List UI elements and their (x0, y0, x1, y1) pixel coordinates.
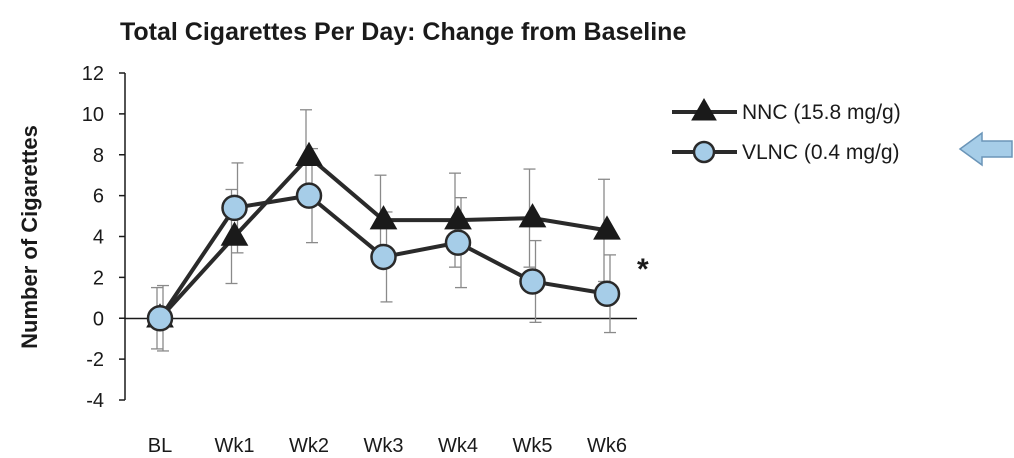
chart-title: Total Cigarettes Per Day: Change from Ba… (120, 18, 686, 46)
vlnc-point (444, 229, 472, 256)
legend-circle-icon (692, 140, 716, 164)
nnc-point (295, 141, 323, 167)
series-markers (146, 141, 621, 332)
y-tick-label: 12 (82, 63, 104, 85)
y-tick-label: 6 (93, 186, 104, 208)
x-tick-label: Wk2 (289, 435, 329, 457)
nnc-point (518, 203, 547, 228)
x-tick-label: Wk1 (215, 435, 255, 457)
y-tick-label: 8 (93, 145, 104, 167)
y-tick-label: 10 (82, 104, 104, 126)
y-tick-label: 2 (93, 267, 104, 289)
x-axis-ticks: BL Wk1 Wk2 Wk3 Wk4 Wk5 Wk6 (148, 435, 627, 457)
vlnc-point (146, 305, 174, 332)
x-tick-label: BL (148, 435, 172, 457)
nnc-point (369, 205, 398, 230)
y-tick-label: -2 (86, 349, 104, 371)
nnc-point (593, 215, 621, 240)
legend-label: NNC (15.8 mg/g) (742, 101, 901, 124)
x-tick-label: Wk6 (587, 435, 627, 457)
x-tick-label: Wk5 (513, 435, 553, 457)
x-tick-label: Wk3 (364, 435, 404, 457)
legend-triangle-icon (691, 97, 717, 121)
vlnc-point (519, 268, 546, 295)
vlnc-point (295, 182, 323, 209)
significance-marker: * (637, 253, 649, 286)
y-axis-ticks: 12 10 8 6 4 2 0 -2 -4 (82, 63, 125, 412)
vlnc-point (221, 194, 248, 222)
vlnc-point (370, 243, 397, 271)
nnc-point (220, 221, 249, 246)
y-tick-label: -4 (86, 390, 104, 412)
vlnc-point (593, 280, 621, 307)
nnc-point (444, 205, 472, 230)
left-arrow-icon (958, 131, 1013, 167)
legend-label: VLNC (0.4 mg/g) (742, 141, 900, 164)
y-axis-label: Number of Cigarettes (17, 125, 42, 349)
y-tick-label: 4 (93, 227, 104, 249)
legend: NNC (15.8 mg/g) VLNC (0.4 mg/g) (672, 97, 901, 164)
y-tick-label: 0 (93, 308, 104, 330)
x-tick-label: Wk4 (438, 435, 478, 457)
